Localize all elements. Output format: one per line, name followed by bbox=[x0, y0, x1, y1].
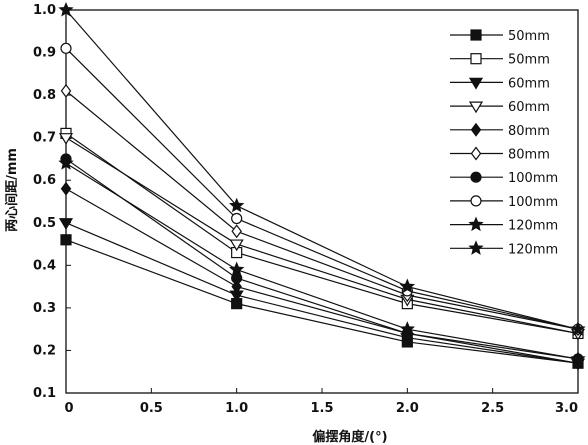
series-9 bbox=[58, 155, 586, 366]
data-point bbox=[231, 224, 242, 239]
legend-label: 50mm bbox=[508, 53, 550, 68]
legend-label: 100mm bbox=[508, 195, 558, 210]
y-tick-label: 0.4 bbox=[33, 258, 56, 273]
data-point bbox=[58, 155, 74, 170]
legend-marker bbox=[470, 29, 482, 41]
series-line bbox=[65, 222, 579, 364]
series-line bbox=[65, 158, 579, 360]
data-point bbox=[399, 321, 416, 336]
legend-item: 100mm bbox=[450, 195, 558, 210]
y-tick-label: 1.0 bbox=[33, 3, 56, 18]
x-tick-label: 1.0 bbox=[225, 401, 248, 416]
legend-label: 60mm bbox=[508, 100, 550, 115]
data-point bbox=[229, 239, 244, 252]
data-point bbox=[60, 234, 72, 246]
legend-item: 50mm bbox=[450, 53, 550, 68]
legend-item: 60mm bbox=[450, 76, 550, 91]
legend-marker bbox=[470, 195, 482, 207]
x-tick-label: 3.0 bbox=[555, 401, 578, 416]
y-axis-label: 两心间距/mm bbox=[4, 148, 20, 232]
data-point bbox=[58, 133, 74, 145]
legend-marker bbox=[470, 146, 482, 161]
series-line bbox=[65, 90, 579, 330]
legend-label: 100mm bbox=[508, 171, 558, 186]
plot-frame bbox=[65, 9, 579, 394]
series-4 bbox=[58, 133, 586, 341]
data-point bbox=[60, 42, 72, 54]
legend-marker bbox=[468, 240, 484, 255]
data-point bbox=[231, 212, 243, 225]
legend-marker bbox=[470, 122, 482, 137]
legend-item: 100mm bbox=[450, 171, 558, 186]
series-10 bbox=[58, 1, 586, 336]
legend-label: 80mm bbox=[508, 148, 550, 163]
y-tick-label: 0.8 bbox=[33, 88, 56, 103]
x-tick-label: 1.5 bbox=[310, 401, 333, 416]
y-tick-label: 0.6 bbox=[33, 173, 56, 188]
y-tick-label: 0.3 bbox=[33, 301, 56, 316]
data-point bbox=[58, 1, 74, 17]
legend-item: 120mm bbox=[450, 216, 558, 234]
legend-item: 80mm bbox=[450, 146, 550, 163]
data-point bbox=[570, 350, 586, 366]
legend-label: 120mm bbox=[508, 219, 558, 234]
legend-marker bbox=[468, 216, 484, 232]
data-point bbox=[58, 218, 74, 230]
x-axis-label: 偏摆角度/(°) bbox=[312, 429, 387, 445]
y-axis: 0.1 0.2 0.3 0.4 0.5 0.6 0.7 0.8 0.9 1.0 bbox=[33, 3, 71, 401]
series-8 bbox=[60, 42, 584, 335]
legend: 50mm 50mm 60mm 60mm 80mm 80mm 100mm 100mm 120mm 1… bbox=[450, 29, 558, 257]
data-point bbox=[60, 83, 72, 98]
legend-item: 80mm bbox=[450, 122, 550, 139]
legend-label: 120mm bbox=[508, 242, 558, 257]
series-2 bbox=[60, 127, 584, 340]
data-point bbox=[399, 278, 416, 294]
legend-label: 50mm bbox=[508, 29, 550, 44]
y-tick-label: 0.2 bbox=[33, 343, 56, 358]
y-tick-label: 0.9 bbox=[33, 46, 56, 61]
series-line bbox=[65, 132, 579, 335]
x-tick-label: 0 bbox=[64, 401, 73, 416]
series-line bbox=[65, 137, 579, 335]
legend-marker bbox=[468, 77, 484, 90]
y-tick-label: 0.5 bbox=[33, 216, 56, 231]
x-tick-label: 2.0 bbox=[396, 401, 419, 416]
series-line bbox=[65, 9, 579, 330]
legend-marker bbox=[468, 101, 484, 114]
x-axis: 0 0.5 1.0 1.5 2.0 2.5 3.0 bbox=[64, 388, 579, 416]
data-point bbox=[228, 197, 245, 213]
series-line bbox=[65, 162, 579, 360]
data-point bbox=[60, 181, 72, 196]
x-tick-label: 2.5 bbox=[481, 401, 504, 416]
legend-label: 80mm bbox=[508, 124, 550, 139]
legend-item: 120mm bbox=[450, 240, 558, 257]
legend-item: 50mm bbox=[450, 29, 550, 44]
x-tick-label: 0.5 bbox=[140, 401, 163, 416]
data-point bbox=[228, 261, 245, 277]
legend-marker bbox=[470, 171, 482, 183]
y-tick-label: 0.7 bbox=[33, 131, 56, 146]
y-tick-label: 0.1 bbox=[33, 386, 56, 401]
series-layer bbox=[58, 1, 586, 371]
legend-marker bbox=[470, 53, 482, 65]
legend-label: 60mm bbox=[508, 76, 550, 91]
data-point bbox=[231, 279, 242, 294]
legend-item: 60mm bbox=[450, 100, 550, 115]
series-line bbox=[65, 239, 579, 364]
series-7 bbox=[60, 153, 584, 365]
series-line bbox=[65, 47, 579, 330]
data-point bbox=[570, 321, 586, 336]
series-line bbox=[65, 188, 579, 364]
